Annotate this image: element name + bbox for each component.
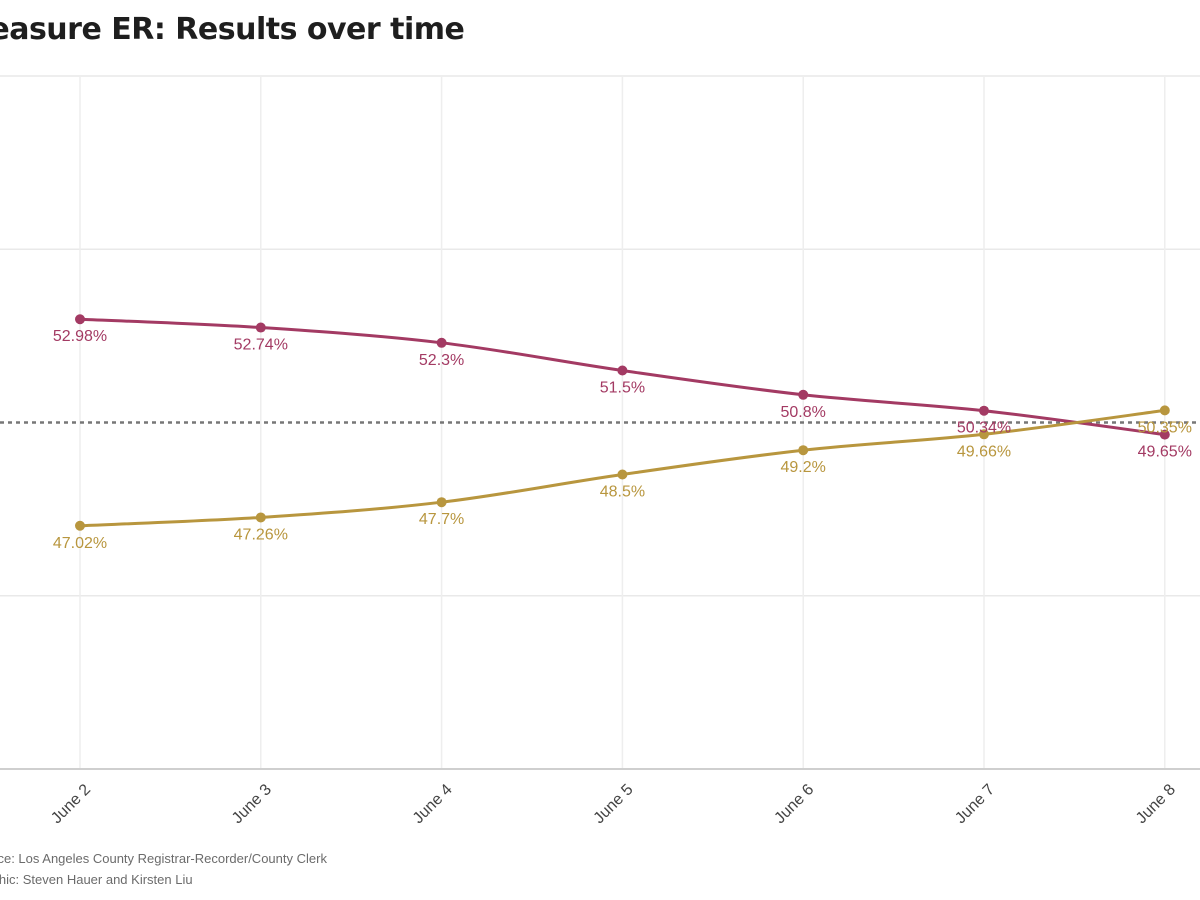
data-point: [979, 429, 989, 440]
x-tick-label: June 3: [229, 781, 275, 827]
data-point: [436, 337, 447, 348]
series-layer: [75, 314, 1170, 531]
gridlines: [0, 75, 1200, 770]
data-label: 52.74%: [234, 337, 288, 354]
source-note: Source: Los Angeles County Registrar-Rec…: [0, 851, 327, 866]
data-point: [1159, 405, 1170, 416]
data-point: [798, 389, 809, 400]
data-point: [617, 469, 628, 480]
graphic-credit: Graphic: Steven Hauer and Kirsten Liu: [0, 872, 193, 887]
x-tick-label: June 4: [410, 781, 456, 827]
x-axis-ticks: June 2 June 3 June 4 June 5 June 6 June 7 June…: [48, 781, 1179, 827]
x-tick-label: June 5: [591, 781, 637, 827]
data-point: [617, 365, 628, 376]
data-label: 47.26%: [234, 526, 288, 543]
data-label: 47.7%: [419, 511, 464, 528]
data-point: [75, 520, 85, 531]
data-label: 49.2%: [781, 459, 826, 476]
data-point: [979, 405, 989, 416]
data-label: 50.34%: [957, 420, 1011, 437]
data-label: 47.02%: [53, 535, 107, 552]
data-point: [798, 445, 809, 456]
data-point: [1159, 429, 1170, 440]
data-point: [255, 512, 266, 523]
x-tick-label: June 2: [48, 781, 94, 827]
data-label: 52.3%: [419, 352, 464, 369]
data-point: [75, 314, 85, 325]
data-label: 49.66%: [957, 443, 1011, 460]
data-label: 51.5%: [600, 380, 645, 397]
data-label: 48.5%: [600, 483, 645, 500]
x-tick-label: June 6: [771, 781, 817, 827]
data-point: [255, 322, 266, 333]
data-label: 52.98%: [53, 328, 107, 345]
data-label: 50.35%: [1138, 419, 1192, 436]
data-label-layer: 52.98% 52.74% 52.3% 51.5% 50.8% 50.34% 49.65% 4…: [53, 328, 1192, 552]
x-tick-label: June 8: [1133, 781, 1179, 827]
x-tick-label: June 7: [952, 781, 998, 827]
data-point: [436, 497, 447, 508]
data-label: 50.8%: [781, 404, 826, 421]
chart-title: Measure ER: Results over time: [0, 12, 465, 47]
data-label: 49.65%: [1138, 444, 1192, 461]
